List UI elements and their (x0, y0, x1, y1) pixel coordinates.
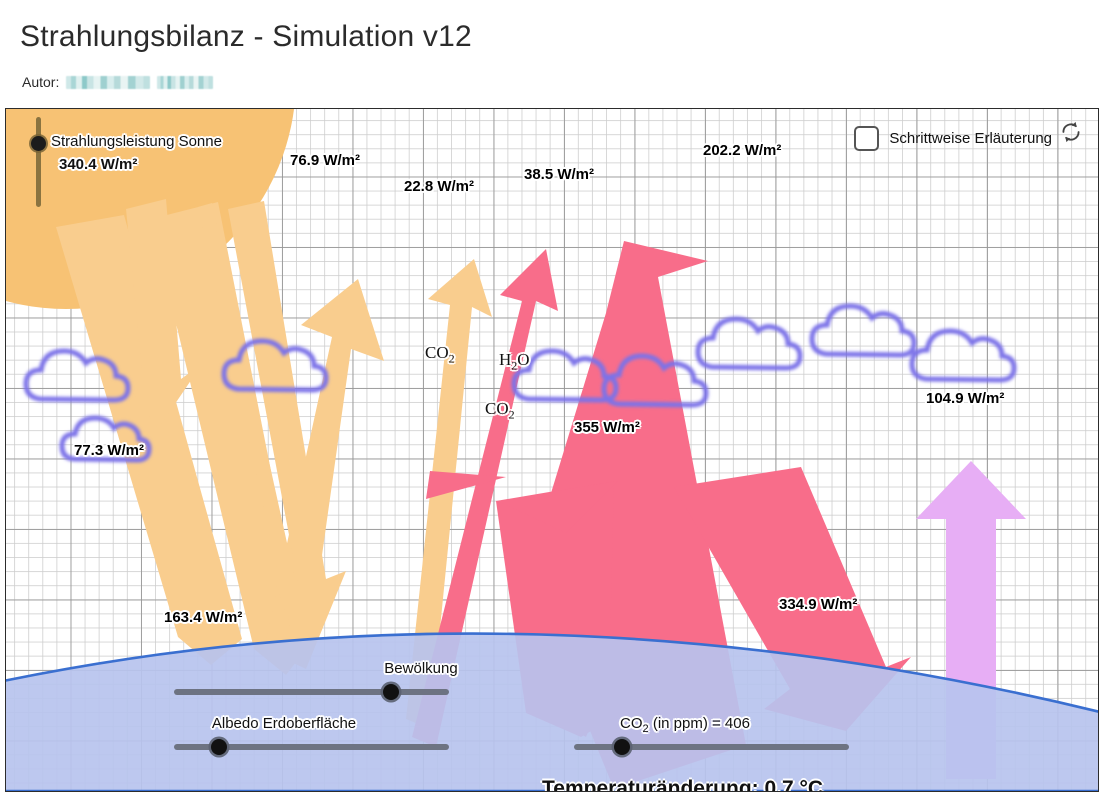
refresh-icon[interactable] (1058, 119, 1084, 145)
cloud-icon (59, 415, 152, 463)
cloud-group (23, 303, 1017, 463)
author-label: Autor: (22, 74, 60, 90)
gas-label-h2o: H2O (499, 350, 530, 373)
simulation-canvas[interactable]: Strahlungsleistung Sonne 340.4 W/m² 76.9… (5, 108, 1099, 792)
cloud-icon (511, 348, 619, 403)
step-explanation-checkbox[interactable] (854, 126, 880, 151)
gas-label-co2-lower: CO2 (485, 399, 515, 422)
step-explanation-control[interactable]: Schrittweise Erläuterung (854, 126, 1052, 151)
flux-label-outgoing-longwave: 202.2 W/m² (703, 142, 782, 159)
shortwave-beams (56, 199, 492, 729)
slider-knob[interactable] (614, 739, 630, 755)
flux-label-latent-h2o: 38.5 W/m² (524, 166, 595, 183)
slider-track[interactable] (574, 744, 849, 750)
earth-surface (6, 632, 1098, 791)
cloud-cover-label: Bewölkung (384, 660, 458, 677)
co2-concentration-label: CO2 (in ppm) = 406 (620, 715, 750, 735)
sun-slider-value: 340.4 W/m² (59, 156, 138, 173)
flux-label-reflected-surface: 77.3 W/m² (74, 442, 145, 459)
author-surname-redacted (157, 75, 214, 89)
cloud-icon (601, 353, 709, 408)
flux-label-surface-emission: 355 W/m² (574, 419, 640, 436)
convection-arrow (916, 461, 1026, 779)
slider-knob[interactable] (31, 136, 46, 151)
slider-track[interactable] (174, 744, 449, 750)
cloud-icon (695, 316, 803, 371)
step-explanation-label: Schrittweise Erläuterung (889, 130, 1052, 147)
slider-knob[interactable] (211, 739, 227, 755)
surface-albedo-label: Albedo Erdoberfläche (211, 715, 357, 732)
gas-label-co2-upper: CO2 (425, 343, 455, 366)
cloud-icon (809, 303, 917, 358)
slider-track[interactable] (174, 689, 449, 695)
flux-label-reflected-clouds: 76.9 W/m² (290, 152, 361, 169)
temperature-change-readout: Temperaturänderung: 0.7 °C (542, 777, 824, 792)
flux-label-back-radiation: 334.9 W/m² (779, 596, 858, 613)
slider-track[interactable] (36, 117, 41, 207)
author-row: Autor: (22, 74, 214, 90)
slider-knob[interactable] (383, 684, 399, 700)
cloud-icon (909, 328, 1017, 383)
flux-label-convection: 104.9 W/m² (926, 390, 1005, 407)
sun-slider-label-group: Strahlungsleistung Sonne 340.4 W/m² (51, 133, 222, 173)
page-title: Strahlungsbilanz - Simulation v12 (20, 20, 472, 53)
author-name-redacted (66, 75, 151, 89)
sun-irradiance-slider[interactable] (31, 117, 46, 207)
radiation-diagram (6, 109, 1098, 791)
flux-label-atmos-window-co2: 22.8 W/m² (404, 178, 475, 195)
cloud-icon (221, 338, 329, 393)
cloud-icon (23, 348, 131, 403)
flux-label-absorbed-surface: 163.4 W/m² (164, 609, 243, 626)
sun-slider-label: Strahlungsleistung Sonne (51, 133, 222, 150)
